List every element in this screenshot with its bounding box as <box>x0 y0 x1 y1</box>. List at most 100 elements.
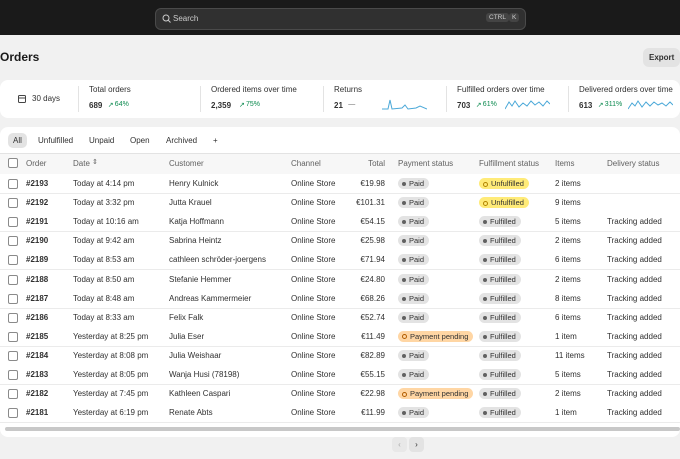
checkbox[interactable] <box>8 312 18 323</box>
metric-label: Fulfilled orders over time <box>457 85 545 94</box>
checkbox[interactable] <box>8 255 18 266</box>
tab[interactable]: All <box>8 133 27 148</box>
status-dot <box>402 334 407 340</box>
checkbox[interactable] <box>8 274 18 285</box>
cell[interactable]: #2185 <box>26 331 49 341</box>
period[interactable]: 30 days <box>32 94 61 103</box>
status-text: Paid <box>409 179 425 188</box>
cell: Online Store <box>291 350 336 360</box>
cell[interactable]: #2182 <box>26 389 49 399</box>
kbd: K <box>509 13 520 22</box>
cell[interactable]: #2181 <box>26 408 49 418</box>
checkbox[interactable] <box>8 179 18 189</box>
checkbox[interactable] <box>8 236 18 247</box>
status-badge: Unfulfilled <box>479 197 529 209</box>
divider <box>323 86 324 112</box>
status-text: Paid <box>409 370 425 379</box>
cell[interactable]: #2190 <box>26 236 49 246</box>
checkbox[interactable] <box>8 408 18 419</box>
divider <box>200 86 201 112</box>
cell: Tracking added <box>607 408 662 418</box>
cell: Today at 8:53 am <box>73 255 135 265</box>
metric-label: Delivered orders over time <box>579 85 673 94</box>
status-text: Paid <box>409 274 425 284</box>
status-badge: Paid <box>398 369 430 380</box>
cell[interactable]: #2191 <box>26 217 49 227</box>
cell: Tracking added <box>607 274 662 284</box>
tab[interactable]: Archived <box>166 136 198 145</box>
scrollbar[interactable] <box>5 427 680 431</box>
status-badge: Payment pending <box>398 388 474 400</box>
checkbox[interactable] <box>8 389 18 400</box>
export-button[interactable]: Export <box>643 48 680 67</box>
status-text: Paid <box>409 217 425 227</box>
status-dot <box>402 411 406 416</box>
checkbox[interactable] <box>8 198 18 209</box>
cell[interactable]: #2183 <box>26 370 49 379</box>
status-dot <box>483 315 487 320</box>
cell: 6 items <box>555 255 581 265</box>
status-text: Paid <box>409 255 425 265</box>
cell: Tracking added <box>607 350 662 360</box>
search-icon <box>162 14 171 23</box>
next-page[interactable]: › <box>409 437 424 452</box>
status-text: Paid <box>409 312 425 322</box>
cell[interactable]: #2187 <box>26 293 49 303</box>
status-dot <box>483 334 487 339</box>
checkbox[interactable] <box>8 350 18 361</box>
tab[interactable]: + <box>213 136 218 145</box>
tab[interactable]: Unfulfilled <box>38 136 74 145</box>
cell[interactable]: #2188 <box>26 274 49 284</box>
status-badge: Fulfilled <box>479 330 521 342</box>
status-dot <box>483 392 487 397</box>
cell: Today at 4:14 pm <box>73 179 135 188</box>
status-dot <box>402 296 406 301</box>
cell[interactable]: #2192 <box>26 198 49 208</box>
cell: 9 items <box>555 198 581 208</box>
status-badge: Fulfilled <box>479 407 521 419</box>
tab[interactable]: Open <box>130 136 150 145</box>
column-header[interactable]: Date <box>73 159 90 168</box>
cell: €19.98 <box>360 179 385 188</box>
prev-page[interactable]: ‹ <box>392 437 407 452</box>
cell[interactable]: #2184 <box>26 350 49 360</box>
status-dot <box>483 258 487 263</box>
cell[interactable]: #2186 <box>26 312 49 322</box>
cell: 1 item <box>555 408 577 418</box>
status-text: Paid <box>409 198 425 208</box>
status-text: Fulfilled <box>490 312 516 322</box>
status-badge: Paid <box>398 178 430 189</box>
cell[interactable]: #2189 <box>26 255 49 265</box>
search-box[interactable]: Search CTRL K <box>155 8 526 30</box>
cell: 2 items <box>555 274 581 284</box>
calendar-icon <box>18 95 26 103</box>
status-dot <box>483 220 487 225</box>
metric-label: Returns <box>334 85 363 94</box>
tab[interactable]: Unpaid <box>89 136 115 145</box>
cell: Yesterday at 7:45 pm <box>73 389 149 399</box>
cell: Today at 3:32 pm <box>73 198 135 208</box>
checkbox[interactable] <box>8 370 18 380</box>
status-text: Fulfilled <box>490 408 516 418</box>
cell: Yesterday at 8:08 pm <box>73 350 149 360</box>
cell: Andreas Kammermeier <box>169 293 252 303</box>
checkbox[interactable] <box>8 293 18 304</box>
kbd: CTRL <box>486 13 509 22</box>
sparkline <box>382 99 427 110</box>
status-dot <box>483 296 487 301</box>
cell: Yesterday at 8:25 pm <box>73 331 149 341</box>
status-badge: Fulfilled <box>479 254 521 266</box>
status-dot <box>483 200 488 206</box>
cell: €24.80 <box>360 274 385 284</box>
status-text: Unfulfilled <box>491 179 524 188</box>
cell: Katja Hoffmann <box>169 217 224 227</box>
cell[interactable]: #2193 <box>26 179 49 188</box>
checkbox[interactable] <box>8 331 18 342</box>
checkbox[interactable] <box>8 158 18 168</box>
status-badge: Fulfilled <box>479 349 521 361</box>
metric-value: 2,359 <box>211 101 232 110</box>
status-text: Fulfilled <box>490 293 516 303</box>
checkbox[interactable] <box>8 217 18 228</box>
cell: 5 items <box>555 370 581 379</box>
cell: 6 items <box>555 312 581 322</box>
